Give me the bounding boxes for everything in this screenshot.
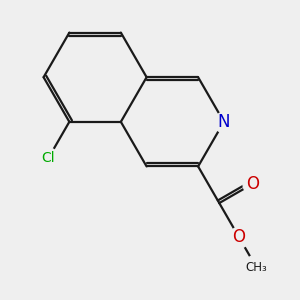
Text: O: O [247, 175, 260, 193]
Text: Cl: Cl [41, 152, 55, 166]
Text: O: O [232, 228, 245, 246]
Text: N: N [218, 113, 230, 131]
Text: CH₃: CH₃ [245, 261, 267, 274]
